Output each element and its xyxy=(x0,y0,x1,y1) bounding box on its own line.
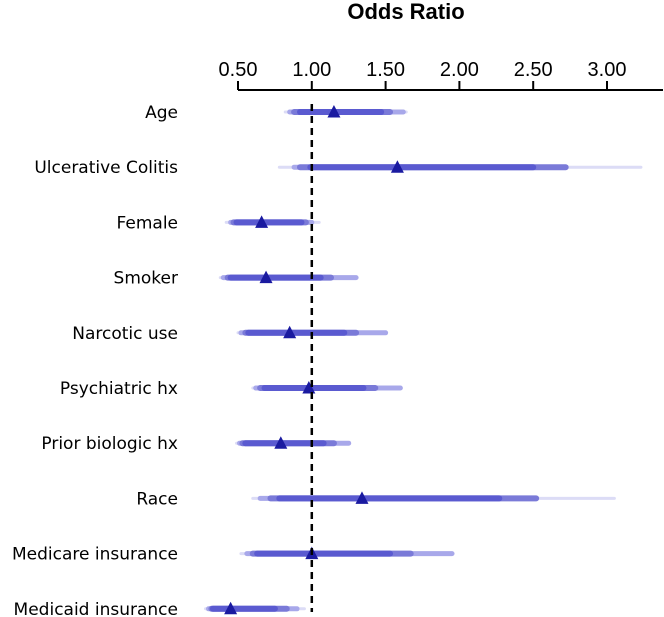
point-estimate xyxy=(327,105,341,118)
plot-rows xyxy=(204,104,643,615)
x-tick-label: 3.00 xyxy=(588,59,627,81)
row-medicaid-insurance xyxy=(204,601,306,615)
row-smoker xyxy=(218,270,359,284)
row-psychiatric-hx xyxy=(251,381,403,394)
row-label: Psychiatric hx xyxy=(60,379,178,399)
row-medicare-insurance xyxy=(239,546,455,560)
row-label: Race xyxy=(136,489,178,509)
point-estimate xyxy=(259,270,273,284)
point-estimate xyxy=(302,381,316,394)
point-estimate xyxy=(390,160,404,173)
point-estimate xyxy=(355,491,369,504)
x-tick-label: 2.00 xyxy=(440,59,479,81)
point-estimate xyxy=(255,215,269,228)
x-tick-label: 1.00 xyxy=(292,59,331,81)
row-label: Narcotic use xyxy=(72,324,178,344)
row-label: Medicaid insurance xyxy=(14,600,178,617)
row-race xyxy=(251,491,616,504)
point-estimate xyxy=(274,436,288,449)
row-label: Ulcerative Colitis xyxy=(34,158,178,178)
x-tick-label: 2.50 xyxy=(514,59,553,81)
row-labels: Age Ulcerative Colitis Female Smoker Narcoti… xyxy=(12,103,178,617)
row-female xyxy=(224,215,321,228)
row-label: Medicare insurance xyxy=(12,545,178,565)
x-tick-label: 0.50 xyxy=(219,59,258,81)
row-label: Prior biologic hx xyxy=(41,434,178,454)
row-ulcerative-colitis xyxy=(277,160,643,173)
point-estimate xyxy=(283,325,297,339)
row-prior-biologic-hx xyxy=(235,436,352,449)
chart-title: Odds Ratio xyxy=(347,0,464,24)
row-label: Female xyxy=(117,213,178,233)
row-age xyxy=(283,105,408,118)
x-axis: 0.50 1.00 1.50 2.00 2.50 3.00 xyxy=(219,59,663,91)
row-label: Age xyxy=(145,103,178,123)
x-tick-label: 1.50 xyxy=(366,59,405,81)
point-estimate xyxy=(224,601,238,615)
row-label: Smoker xyxy=(114,269,178,289)
